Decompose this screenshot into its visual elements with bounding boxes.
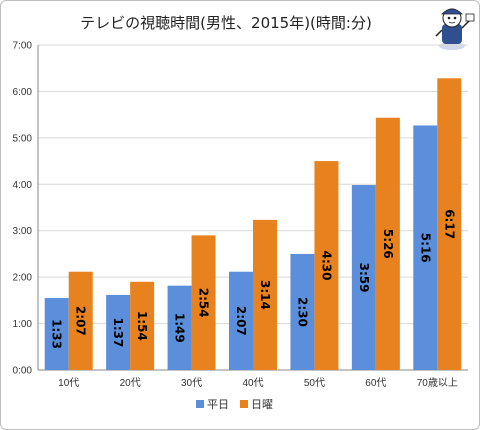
x-tick-label: 70歳以上 (417, 377, 458, 389)
bar-sunday (437, 78, 462, 371)
legend-label: 日曜 (251, 398, 273, 411)
y-tick-label: 4:00 (13, 180, 33, 191)
bars (44, 78, 462, 371)
data-label: 1:54 (135, 311, 149, 341)
bar-weekday (167, 285, 192, 370)
data-label: 5:16 (418, 233, 432, 263)
bar-weekday (106, 294, 131, 370)
data-labels: 1:33 2:07 1:37 1:54 1:49 2:54 2:07 3:14 2:30 4:30… (50, 209, 457, 349)
bar-weekday (413, 125, 438, 370)
data-label: 6:17 (442, 209, 456, 239)
data-label: 1:49 (173, 313, 187, 343)
data-label: 2:30 (295, 297, 309, 327)
data-label: 2:54 (197, 288, 211, 318)
data-label: 1:33 (50, 319, 64, 349)
bar-sunday (253, 219, 277, 370)
x-tick-label: 10代 (58, 377, 79, 389)
bar-weekday (351, 185, 376, 370)
y-tick-label: 5:00 (13, 133, 33, 144)
y-tick-label: 3:00 (13, 226, 33, 237)
bar-weekday (229, 271, 253, 370)
x-tick-label: 40代 (242, 377, 263, 389)
x-tick-label: 60代 (365, 377, 386, 389)
bar-sunday (314, 161, 339, 370)
bar-sunday (191, 235, 216, 370)
legend-label: 平日 (207, 398, 229, 411)
y-axis-ticks: 0:00 1:00 2:00 3:00 4:00 5:00 6:00 7:00 (13, 41, 33, 377)
x-tick-label: 20代 (120, 377, 141, 389)
data-label: 5:26 (381, 229, 395, 259)
legend: 平日 日曜 (196, 398, 273, 411)
data-label: 3:59 (357, 263, 371, 293)
bar-weekday (44, 298, 69, 370)
y-tick-label: 2:00 (13, 273, 33, 284)
chart-title: テレビの視聴時間(男性、2015年)(時間:分) (80, 14, 372, 32)
x-tick-label: 30代 (181, 377, 202, 389)
bar-sunday (375, 117, 400, 370)
data-label: 2:07 (234, 306, 248, 336)
data-label: 3:14 (258, 280, 272, 310)
legend-swatch (196, 400, 204, 408)
data-label: 1:37 (111, 318, 125, 348)
x-tick-label: 50代 (304, 377, 325, 389)
x-axis-ticks: 10代 20代 30代 40代 50代 60代 70歳以上 (58, 377, 458, 389)
data-label: 2:07 (74, 306, 88, 336)
data-label: 4:30 (319, 251, 333, 281)
y-tick-label: 7:00 (13, 41, 33, 52)
legend-swatch (240, 400, 248, 408)
bar-weekday (290, 253, 315, 370)
mascot-icon (435, 8, 475, 50)
bar-sunday (68, 271, 93, 370)
y-tick-label: 0:00 (13, 366, 33, 377)
y-tick-label: 6:00 (13, 87, 33, 98)
bar-sunday (130, 281, 155, 370)
y-tick-label: 1:00 (13, 319, 33, 330)
